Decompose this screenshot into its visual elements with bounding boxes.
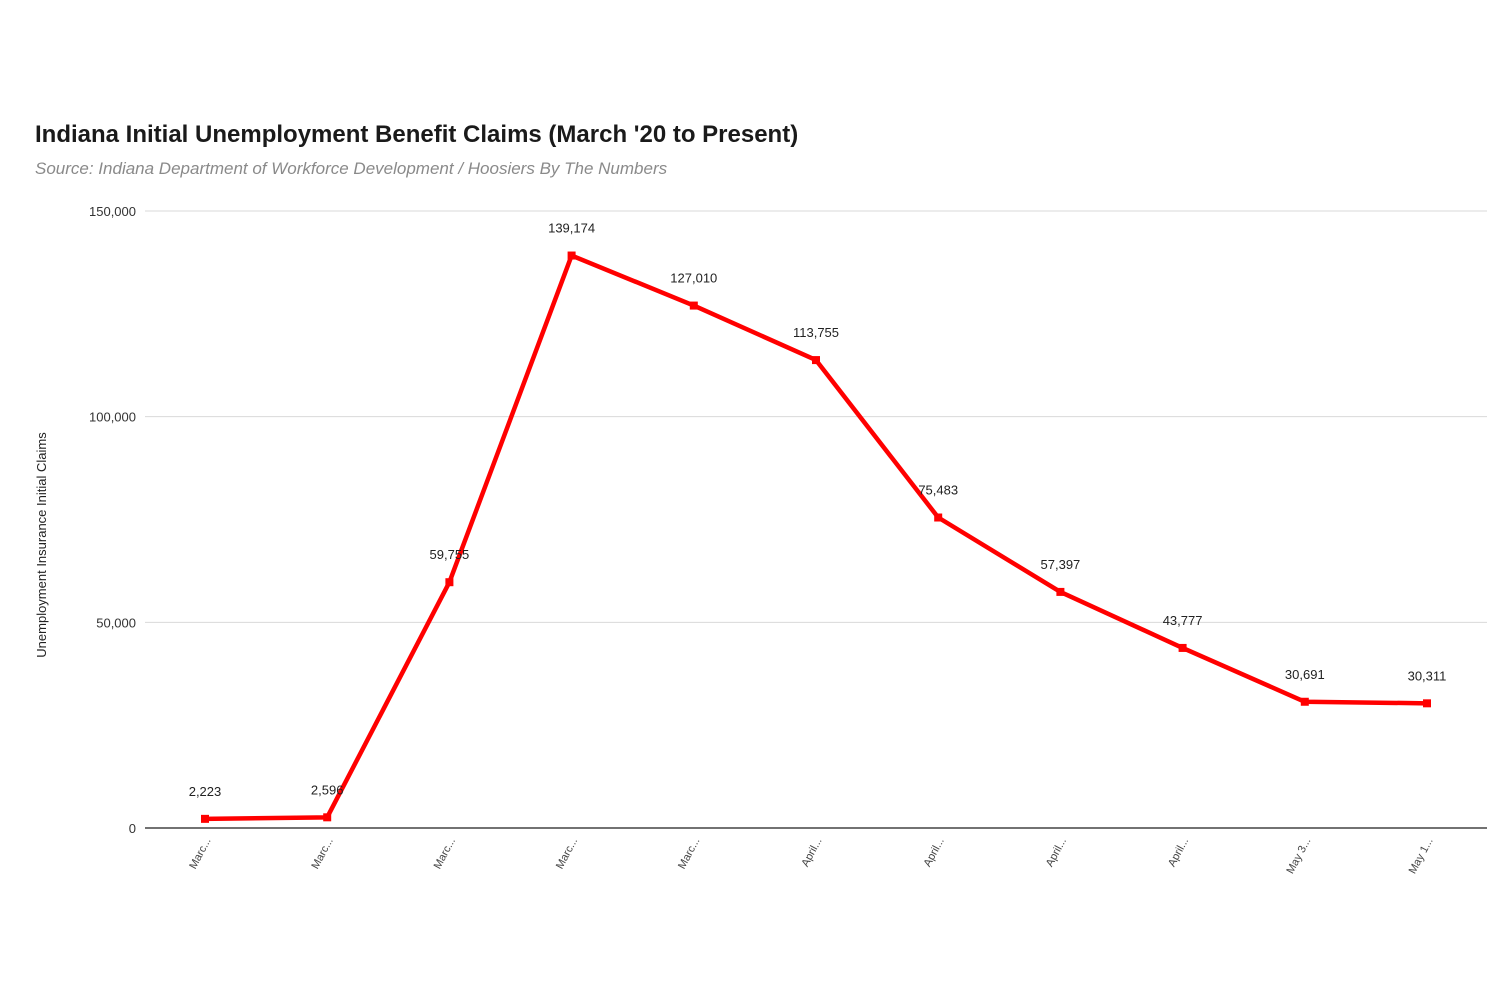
x-tick-label: April...: [799, 836, 824, 869]
x-tick-label: Marc...: [309, 836, 335, 871]
y-tick-label: 100,000: [89, 410, 136, 425]
series: [201, 251, 1431, 823]
x-tick-label: Marc...: [554, 836, 580, 871]
data-point: [1300, 697, 1309, 706]
x-tick-label: April...: [1166, 836, 1191, 869]
chart-subtitle: Source: Indiana Department of Workforce …: [35, 159, 668, 178]
data-label: 75,483: [918, 483, 958, 498]
data-point: [812, 356, 820, 365]
data-point: [323, 813, 332, 822]
data-point: [201, 814, 209, 823]
data-point: [689, 301, 698, 310]
data-point: [445, 578, 454, 587]
y-tick-label: 0: [129, 821, 136, 836]
x-tick-label: Marc...: [432, 836, 458, 871]
data-point: [1178, 643, 1187, 652]
x-tick-label: May 3...: [1284, 836, 1313, 876]
x-tick-label: April...: [922, 836, 947, 869]
data-label: 127,010: [670, 271, 717, 286]
x-tick-label: Marc...: [187, 836, 213, 871]
data-label: 57,397: [1041, 557, 1081, 572]
gridlines: [145, 210, 1487, 623]
x-tick-label: May 1...: [1407, 836, 1436, 876]
data-label: 113,755: [793, 325, 839, 340]
data-label: 139,174: [548, 221, 595, 236]
data-point: [567, 251, 576, 260]
data-point: [934, 513, 943, 522]
data-label: 43,777: [1163, 613, 1203, 628]
data-label: 30,311: [1408, 668, 1447, 683]
data-point: [1056, 587, 1065, 596]
data-labels: 2,223 2,596 59,755 139,174 127,010 113,755 75,…: [189, 221, 1447, 799]
y-tick-label: 150,000: [89, 204, 136, 219]
data-point: [1423, 699, 1431, 708]
x-axis-ticks: Marc... Marc... Marc... Marc... Marc... April…: [187, 836, 1435, 876]
x-tick-label: Marc...: [676, 836, 702, 871]
y-tick-label: 50,000: [96, 615, 136, 630]
data-label: 30,691: [1285, 667, 1325, 682]
y-axis-title: Unemployment Insurance Initial Claims: [34, 432, 49, 658]
y-axis-ticks: 0 50,000 100,000 150,000: [89, 204, 136, 836]
data-label: 59,755: [430, 547, 470, 562]
chart-title: Indiana Initial Unemployment Benefit Cla…: [35, 121, 799, 148]
data-label: 2,596: [311, 782, 344, 797]
data-label: 2,223: [189, 784, 222, 799]
x-tick-label: April...: [1044, 836, 1069, 869]
